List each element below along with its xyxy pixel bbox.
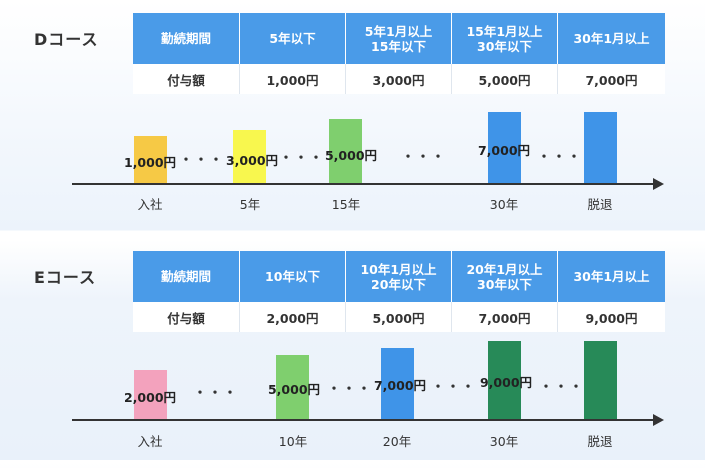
tick-e-2: 10年	[278, 434, 308, 449]
tick-e-3: 20年	[382, 434, 412, 449]
header-range-4: 30年1月以上	[558, 13, 665, 64]
course-d-section: Dコース 勤続期間 5年以下 5年1月以上 15年以下 15年1月以上 30年以…	[0, 0, 705, 230]
header-period: 勤続期間	[133, 13, 240, 64]
dots-d-4: ・・・	[537, 150, 583, 165]
header-range-1-text: 10年以下	[265, 269, 320, 284]
header-range-2: 10年1月以上 20年以下	[346, 251, 452, 302]
dots-e-1: ・・・	[193, 386, 239, 401]
amount-d-3: 5,000円	[324, 148, 378, 163]
bar-d-4	[488, 112, 521, 184]
axis-e	[72, 419, 656, 421]
row-value-3: 5,000円	[452, 64, 558, 94]
arrow-e-icon	[653, 414, 664, 426]
bar-e-2	[276, 355, 309, 420]
bar-e-4	[488, 341, 521, 420]
amount-d-4: 7,000円	[477, 143, 531, 158]
row-value-2: 3,000円	[346, 64, 452, 94]
header-range-2: 5年1月以上 15年以下	[346, 13, 452, 64]
bar-d-1	[134, 136, 167, 184]
course-e-label: Eコース	[34, 268, 97, 287]
dots-d-1: ・・・	[179, 153, 225, 168]
tick-e-1: 入社	[137, 434, 163, 449]
bar-e-1	[134, 370, 167, 420]
amount-e-1: 2,000円	[123, 390, 177, 405]
amount-e-2: 5,000円	[267, 382, 321, 397]
header-range-4: 30年1月以上	[558, 251, 665, 302]
tick-d-3: 15年	[331, 197, 361, 212]
row-value-1: 1,000円	[240, 64, 346, 94]
amount-d-2: 3,000円	[225, 153, 279, 168]
dots-e-3: ・・・	[431, 380, 477, 395]
course-d-label: Dコース	[34, 30, 99, 49]
course-e-table-header: 勤続期間 10年以下 10年1月以上 20年以下 20年1月以上 30年以下 3…	[133, 251, 665, 302]
header-range-3: 15年1月以上 30年以下	[452, 13, 558, 64]
dots-d-2: ・・・	[279, 151, 325, 166]
header-range-2-text: 5年1月以上 15年以下	[364, 23, 433, 54]
bar-d-2	[233, 130, 266, 184]
row-value-2: 5,000円	[346, 302, 452, 332]
amount-d-1: 1,000円	[123, 155, 177, 170]
axis-d	[72, 183, 656, 185]
header-range-3-text: 15年1月以上 30年以下	[466, 23, 543, 54]
header-range-4-text: 30年1月以上	[573, 269, 650, 284]
row-label: 付与額	[133, 302, 240, 332]
tick-e-5: 脱退	[587, 434, 613, 449]
row-label: 付与額	[133, 64, 240, 94]
header-range-1-text: 5年以下	[269, 31, 316, 46]
header-range-4-text: 30年1月以上	[573, 31, 650, 46]
tick-d-5: 脱退	[587, 197, 613, 212]
amount-e-3: 7,000円	[373, 378, 427, 393]
bar-d-3	[329, 119, 362, 184]
header-range-3-text: 20年1月以上 30年以下	[466, 261, 543, 292]
bar-e-5	[584, 341, 617, 420]
course-d-table-header: 勤続期間 5年以下 5年1月以上 15年以下 15年1月以上 30年以下 30年…	[133, 13, 665, 64]
tick-d-2: 5年	[239, 197, 261, 212]
amount-e-4: 9,000円	[479, 375, 533, 390]
row-value-1: 2,000円	[240, 302, 346, 332]
tick-d-4: 30年	[489, 197, 519, 212]
arrow-d-icon	[653, 178, 664, 190]
course-d-table-row: 付与額 1,000円 3,000円 5,000円 7,000円	[133, 64, 665, 94]
tick-e-4: 30年	[489, 434, 519, 449]
row-value-3: 7,000円	[452, 302, 558, 332]
course-e-section: Eコース 勤続期間 10年以下 10年1月以上 20年以下 20年1月以上 30…	[0, 238, 705, 468]
row-value-4: 9,000円	[585, 310, 638, 326]
header-period: 勤続期間	[133, 251, 240, 302]
dots-d-3: ・・・	[401, 150, 447, 165]
header-range-1: 5年以下	[240, 13, 346, 64]
header-range-3: 20年1月以上 30年以下	[452, 251, 558, 302]
bar-d-5	[584, 112, 617, 184]
dots-e-4: ・・・	[539, 380, 585, 395]
row-value-4: 7,000円	[585, 72, 638, 88]
header-range-2-text: 10年1月以上 20年以下	[360, 261, 437, 292]
dots-e-2: ・・・	[327, 382, 373, 397]
header-range-1: 10年以下	[240, 251, 346, 302]
course-e-table-row: 付与額 2,000円 5,000円 7,000円 9,000円	[133, 302, 665, 332]
tick-d-1: 入社	[137, 197, 163, 212]
bar-e-3	[381, 348, 414, 420]
